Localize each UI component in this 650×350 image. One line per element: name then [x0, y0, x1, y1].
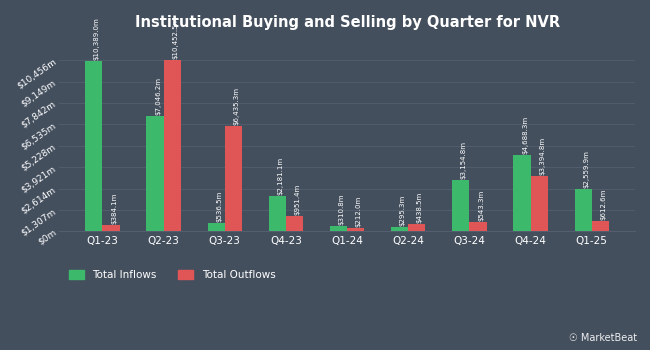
- Title: Institutional Buying and Selling by Quarter for NVR: Institutional Buying and Selling by Quar…: [135, 15, 560, 30]
- Legend: Total Inflows, Total Outflows: Total Inflows, Total Outflows: [64, 266, 280, 284]
- Bar: [146, 116, 164, 231]
- Text: $2,181.1m: $2,181.1m: [278, 156, 283, 195]
- Text: $295.3m: $295.3m: [400, 194, 406, 225]
- Text: $7,046.2m: $7,046.2m: [155, 77, 161, 115]
- Bar: [269, 196, 286, 231]
- Text: $4,688.3m: $4,688.3m: [522, 116, 528, 154]
- Bar: [408, 224, 425, 231]
- Text: $6,435.3m: $6,435.3m: [233, 87, 239, 125]
- Bar: [225, 126, 242, 231]
- Bar: [592, 221, 609, 231]
- Bar: [575, 189, 592, 231]
- Text: $612.6m: $612.6m: [600, 189, 606, 220]
- Text: $212.0m: $212.0m: [356, 196, 361, 227]
- Bar: [391, 226, 408, 231]
- Bar: [103, 225, 120, 231]
- Bar: [530, 176, 548, 231]
- Text: $438.5m: $438.5m: [417, 192, 423, 223]
- Bar: [164, 60, 181, 231]
- Text: $384.1m: $384.1m: [111, 193, 117, 224]
- Text: $951.4m: $951.4m: [294, 183, 300, 215]
- Text: $10,389.0m: $10,389.0m: [94, 18, 100, 60]
- Bar: [347, 228, 364, 231]
- Bar: [286, 216, 303, 231]
- Text: $3,154.8m: $3,154.8m: [461, 141, 467, 179]
- Text: $543.3m: $543.3m: [478, 190, 484, 222]
- Text: $2,559.9m: $2,559.9m: [583, 150, 589, 188]
- Text: $10,452.5m: $10,452.5m: [172, 17, 178, 59]
- Text: $310.8m: $310.8m: [339, 194, 345, 225]
- Text: $536.5m: $536.5m: [216, 190, 222, 222]
- Bar: [330, 226, 347, 231]
- Bar: [207, 223, 225, 231]
- Bar: [452, 180, 469, 231]
- Bar: [85, 61, 103, 231]
- Bar: [514, 155, 530, 231]
- Text: ☉ MarketBeat: ☉ MarketBeat: [569, 333, 637, 343]
- Text: $3,394.8m: $3,394.8m: [539, 136, 545, 175]
- Bar: [469, 223, 486, 231]
